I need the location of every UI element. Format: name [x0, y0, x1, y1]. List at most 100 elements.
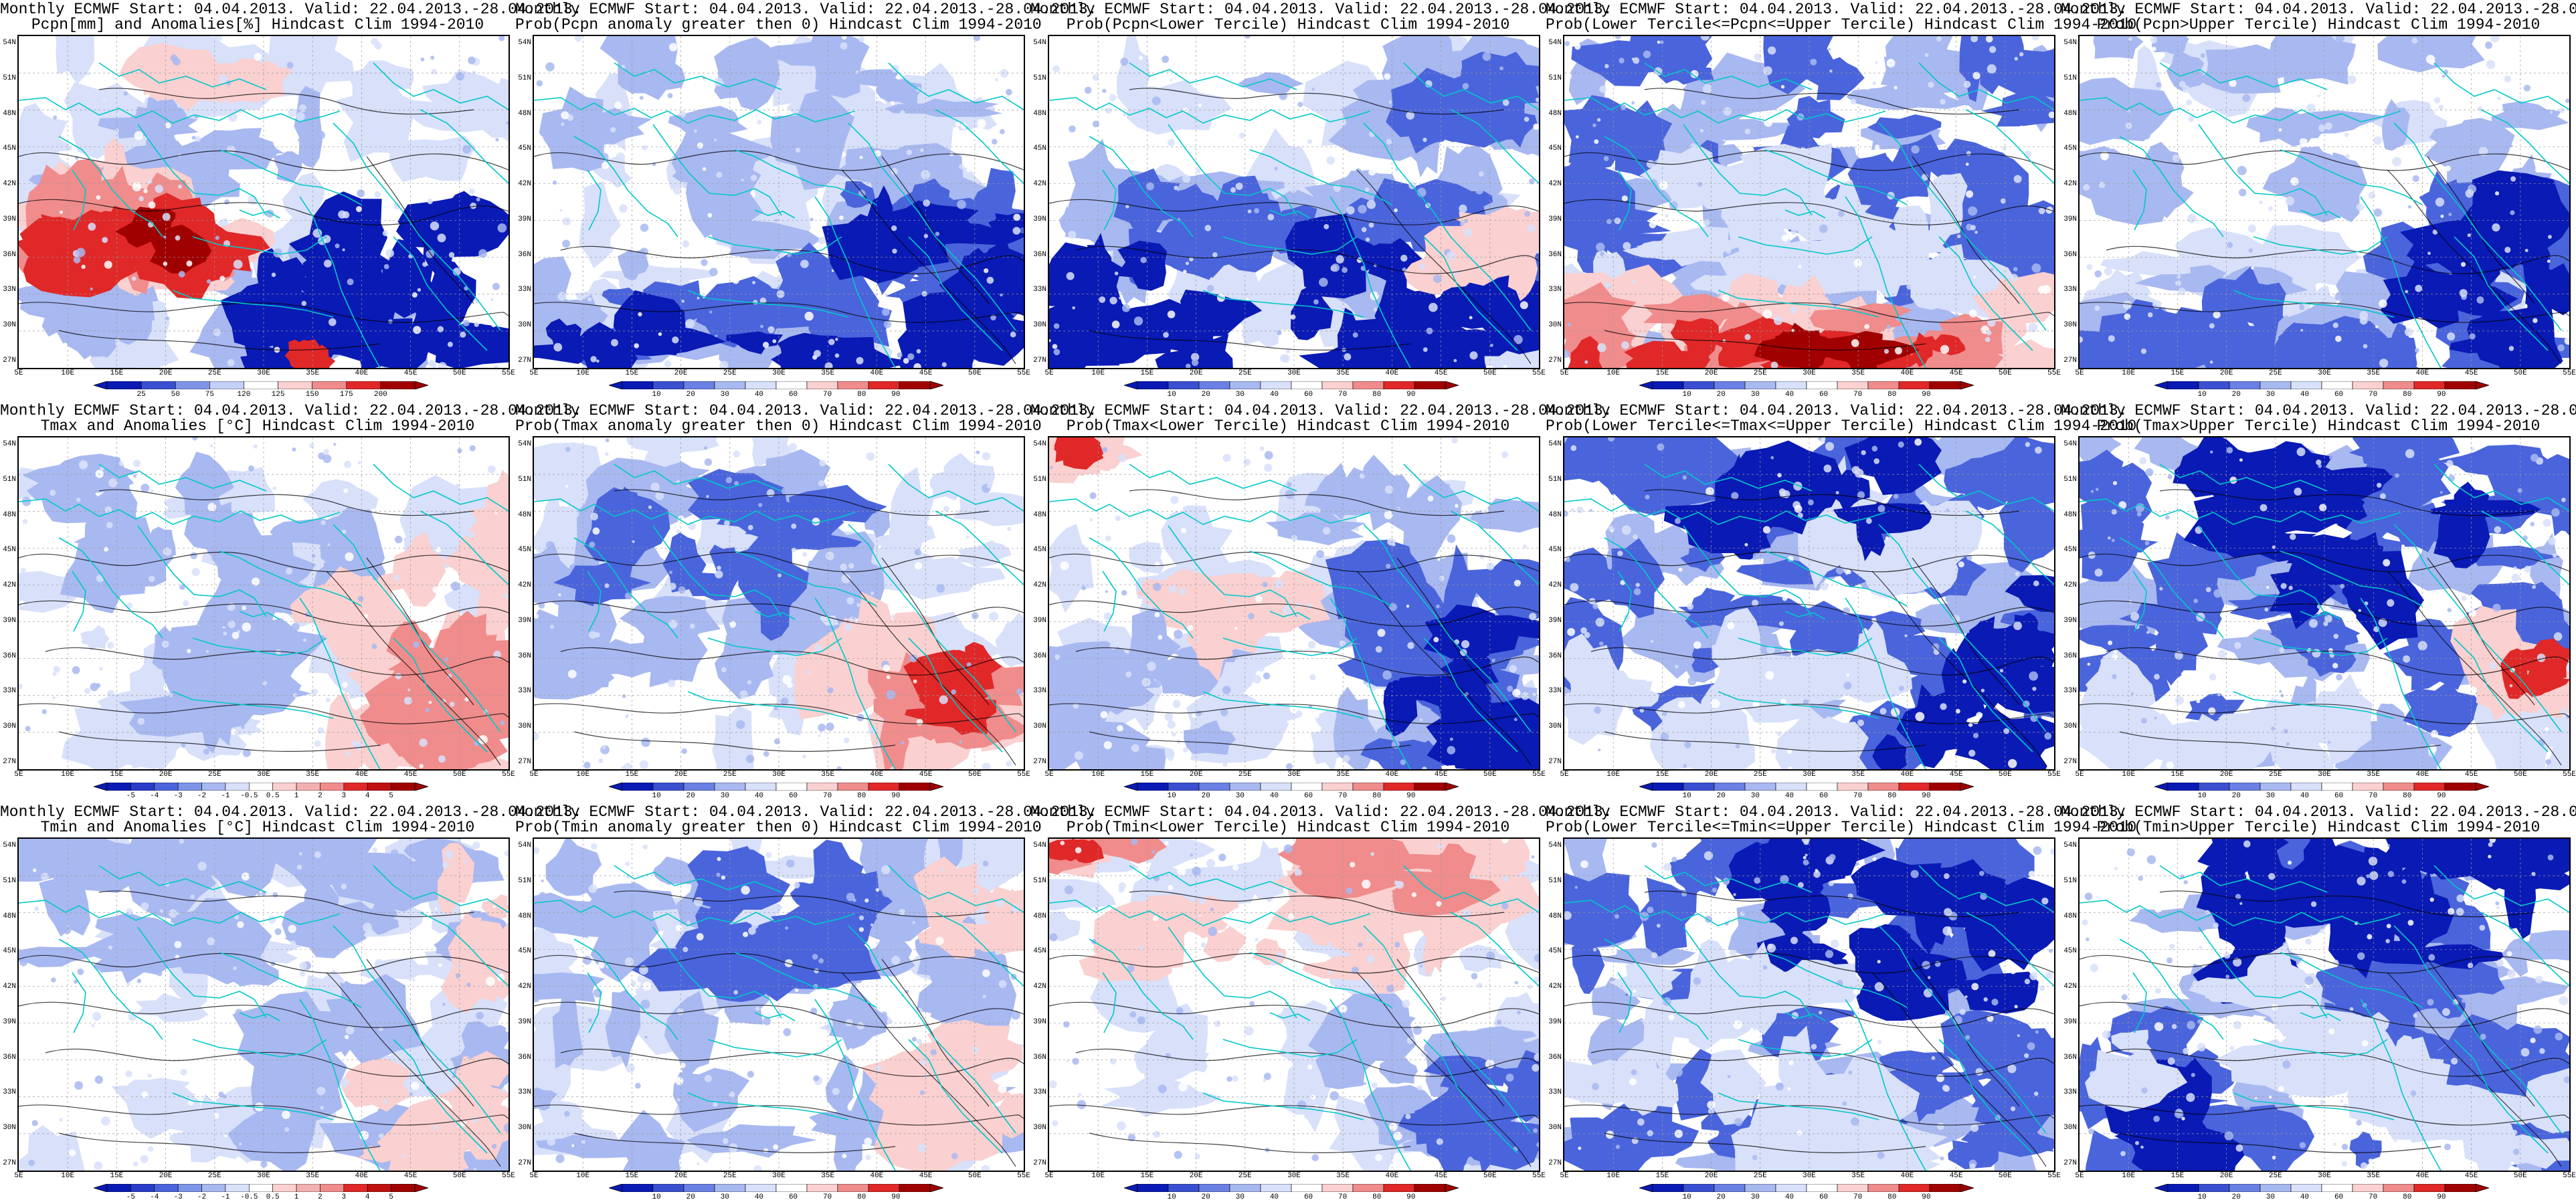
longitude-label: 55E [2563, 771, 2576, 779]
latitude-label: 33N [2063, 1088, 2077, 1097]
latitude-label: 36N [1033, 651, 1046, 660]
colorbar-label: 90 [891, 391, 901, 399]
longitude-label: 20E [1704, 369, 1718, 377]
colorbar-label: 30 [1750, 1193, 1760, 1201]
colorbar-label: 90 [1922, 391, 1931, 399]
latitude-label: 30N [1548, 321, 1562, 330]
longitude-label: 55E [502, 1172, 515, 1180]
latitude-label: 48N [3, 109, 16, 118]
latitude-label: 51N [2063, 74, 2077, 82]
longitude-label: 10E [1606, 771, 1621, 779]
panel-title-line1: Monthly ECMWF Start: 04.04.2013. Valid: … [1030, 1, 1613, 18]
longitude-label: 55E [2047, 1172, 2061, 1180]
colorbar-label: -4 [150, 792, 159, 800]
latitude-label: 45N [3, 947, 16, 956]
latitude-label: 33N [3, 286, 16, 294]
longitude-label: 50E [1483, 369, 1497, 377]
map-panel-tmin-lower: Monthly ECMWF Start: 04.04.2013. Valid: … [1030, 803, 1613, 1204]
colorbar-label: 10 [2197, 1193, 2207, 1201]
longitude-label: 40E [1385, 771, 1399, 779]
longitude-label: 10E [576, 369, 590, 377]
colorbar-label: 20 [2231, 792, 2241, 800]
latitude-label: 27N [1033, 356, 1046, 365]
colorbar-label: 80 [1372, 1193, 1382, 1201]
longitude-label: 20E [2219, 369, 2233, 377]
panel-title-line1: Monthly ECMWF Start: 04.04.2013. Valid: … [515, 803, 1097, 821]
map-canvas [2080, 839, 2569, 1171]
longitude-label: 10E [61, 771, 75, 779]
panel-title-line1: Monthly ECMWF Start: 04.04.2013. Valid: … [2061, 1, 2576, 18]
map-area [2078, 837, 2571, 1172]
colorbar-label: 120 [237, 391, 251, 399]
longitude-label: 50E [1483, 771, 1497, 779]
longitude-label: 20E [674, 369, 688, 377]
colorbar-label: -5 [126, 792, 135, 800]
latitude-label: 48N [518, 912, 531, 920]
longitude-label: 40E [2415, 771, 2429, 779]
latitude-label: 42N [3, 581, 16, 590]
latitude-label: 36N [1033, 1053, 1046, 1062]
longitude-label: 55E [502, 369, 515, 377]
longitude-label: 15E [110, 369, 124, 377]
colorbar-label: 40 [754, 792, 764, 800]
colorbar-label: 20 [686, 1193, 695, 1201]
latitude-label: 30N [1033, 722, 1046, 731]
colorbar-label: 80 [857, 1193, 866, 1201]
longitude-label: 45E [403, 771, 418, 779]
panel-title-line2: Prob(Tmax anomaly greater then 0) Hindca… [515, 417, 1042, 435]
latitude-label: 42N [2063, 180, 2077, 189]
colorbar-label: 60 [788, 1193, 798, 1201]
longitude-label: 50E [1483, 1172, 1497, 1180]
longitude-label: 20E [159, 771, 173, 779]
longitude-label: 20E [674, 771, 688, 779]
map-panel-pcpn-anom: Monthly ECMWF Start: 04.04.2013. Valid: … [0, 0, 582, 401]
latitude-label: 27N [2063, 356, 2077, 365]
colorbar-label: 90 [891, 1193, 901, 1201]
longitude-label: 5E [14, 369, 23, 377]
longitude-label: 10E [1091, 369, 1105, 377]
latitude-label: 36N [2063, 651, 2077, 660]
longitude-label: 30E [1803, 771, 1816, 779]
longitude-label: 25E [2268, 369, 2282, 377]
colorbar-label: 3 [341, 792, 347, 800]
map-canvas [19, 839, 509, 1171]
longitude-label: 10E [2122, 771, 2136, 779]
map-canvas [2080, 36, 2569, 368]
colorbar-label: 10 [1682, 792, 1691, 800]
longitude-label: 50E [452, 771, 466, 779]
map-area [17, 35, 510, 369]
colorbar [1639, 783, 1974, 791]
colorbar-label: 30 [1750, 391, 1760, 399]
longitude-label: 50E [1998, 369, 2012, 377]
latitude-label: 27N [2063, 757, 2077, 766]
longitude-label: 15E [2171, 771, 2185, 779]
latitude-label: 33N [1548, 687, 1562, 696]
latitude-label: 51N [1548, 74, 1562, 82]
longitude-label: 5E [529, 771, 539, 779]
latitude-label: 36N [1548, 250, 1562, 259]
colorbar-label: 10 [1167, 1193, 1176, 1201]
longitude-label: 25E [1753, 1172, 1767, 1180]
latitude-label: 42N [1548, 983, 1562, 991]
colorbar-label: 90 [1922, 1193, 1931, 1201]
latitude-label: 39N [1548, 215, 1562, 223]
panel-title-line2: Prob(Pcpn anomaly greater then 0) Hindca… [515, 16, 1042, 33]
longitude-label: 30E [257, 1172, 270, 1180]
colorbar-label: 10 [1167, 792, 1176, 800]
longitude-label: 35E [1851, 771, 1865, 779]
longitude-label: 15E [1655, 771, 1669, 779]
latitude-label: 33N [1548, 1088, 1562, 1097]
colorbar-label: 40 [1784, 792, 1795, 800]
longitude-label: 25E [723, 1172, 737, 1180]
colorbar-label: 20 [1716, 1193, 1726, 1201]
longitude-label: 5E [2075, 369, 2084, 377]
panel-title-line1: Monthly ECMWF Start: 04.04.2013. Valid: … [2061, 803, 2576, 821]
longitude-label: 40E [870, 771, 884, 779]
longitude-label: 10E [2122, 369, 2136, 377]
colorbar-label: 2 [318, 792, 323, 800]
colorbar [609, 1184, 943, 1192]
longitude-label: 20E [159, 369, 173, 377]
latitude-label: 30N [2063, 321, 2077, 330]
colorbar [2154, 381, 2489, 389]
longitude-label: 15E [1140, 771, 1154, 779]
